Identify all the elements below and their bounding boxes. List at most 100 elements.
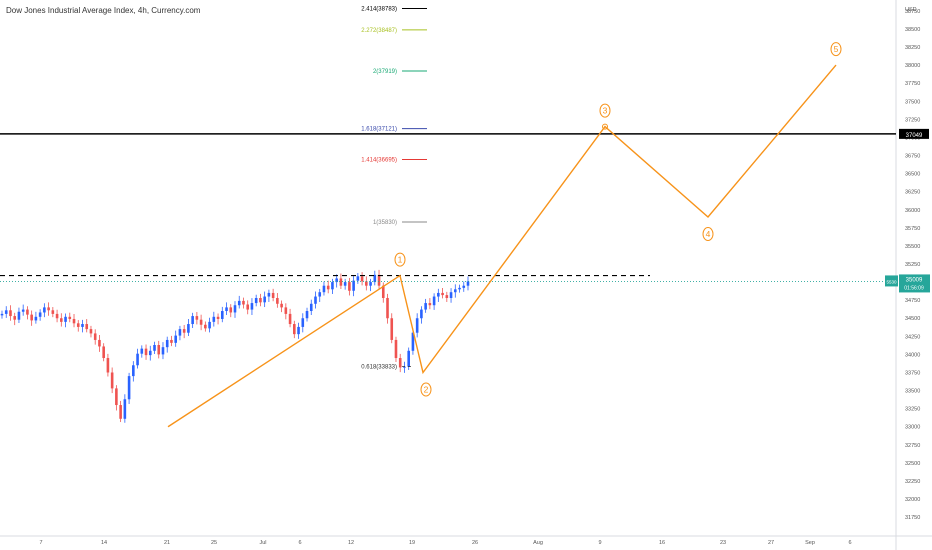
price-axis-tick: 35750 (905, 226, 920, 232)
candle-body (297, 326, 300, 335)
candle-body (170, 339, 173, 343)
elliott-wave-path (167, 64, 837, 428)
candle-body (437, 292, 440, 297)
wave-label: 4 (706, 229, 711, 239)
candle-body (420, 309, 423, 319)
price-axis-tick: 37500 (905, 99, 920, 105)
price-axis-tick: 37750 (905, 81, 920, 87)
candle-body (161, 347, 165, 355)
candle-body (13, 316, 17, 320)
candle-body (204, 324, 207, 329)
wave-3-marker (602, 123, 608, 130)
candle-body (182, 329, 186, 333)
candle-body (30, 314, 33, 321)
price-axis-tick: 35500 (905, 244, 920, 250)
candle-body (51, 310, 55, 314)
time-axis-tick: Jul (259, 540, 266, 546)
candle-body (403, 366, 406, 368)
candle-body (195, 316, 199, 320)
candle-body (136, 353, 139, 366)
candle-body (85, 324, 89, 330)
time-axis-tick: 21 (164, 540, 170, 546)
candle-body (288, 313, 292, 325)
candle-body (34, 316, 38, 321)
candle-body (377, 274, 381, 286)
candle-body (356, 276, 360, 281)
time-axis-tick: 27 (768, 540, 774, 546)
fib-level-label: 2.414(38783) (361, 6, 397, 12)
candle-body (398, 358, 402, 368)
candle-body (233, 305, 237, 313)
candle-body (390, 318, 394, 340)
price-axis-tick: 34000 (905, 352, 920, 358)
wave-label-circle (599, 103, 611, 118)
candle-body (254, 297, 258, 304)
fib-level-label: 2(37919) (373, 69, 397, 75)
candle-body (314, 296, 317, 304)
candle-body (123, 399, 127, 419)
last-price-mini-tag-text: 5530 (886, 279, 897, 284)
candle-body (271, 292, 275, 298)
price-axis-tick: 36000 (905, 208, 920, 214)
bar-countdown: 01:56:09 (904, 285, 924, 291)
candle-body (326, 285, 330, 290)
candle-body (462, 285, 466, 288)
candle-body (343, 282, 347, 286)
time-axis-tick: Sep (805, 540, 815, 546)
resistance-price-tag-text: 37049 (906, 133, 923, 139)
candle-body (242, 300, 245, 305)
fib-level-label: 2.272(38487) (361, 28, 397, 34)
candle-body (43, 307, 46, 313)
price-axis-tick: 38250 (905, 45, 920, 51)
candle-body (301, 318, 305, 327)
candle-body (17, 311, 21, 320)
candle-body (81, 324, 84, 327)
candle-body (191, 316, 194, 325)
candle-body (293, 324, 296, 335)
time-axis-tick: Aug (533, 540, 543, 546)
candle-body (72, 318, 76, 324)
time-axis-tick: 7 (39, 540, 42, 546)
candle-body (144, 348, 148, 356)
time-axis-tick: 19 (409, 540, 415, 546)
candle-body (212, 316, 216, 322)
candle-body (432, 296, 436, 306)
price-axis-unit: USD (905, 7, 917, 13)
wave-label-circle (420, 382, 432, 397)
candle-body (407, 350, 410, 367)
candle-body (237, 300, 241, 306)
wave-label-circle (830, 42, 842, 57)
time-axis-tick: 6 (298, 540, 301, 546)
price-axis-tick: 32500 (905, 461, 920, 467)
candle-body (259, 297, 262, 303)
candle-body (9, 310, 12, 317)
candle-body (76, 323, 80, 327)
price-axis-tick: 38750 (905, 9, 920, 15)
resistance-price-tag (899, 128, 929, 139)
candle-body (449, 292, 453, 298)
candle-body (466, 281, 470, 286)
candle-body (246, 304, 250, 310)
price-axis-tick: 34500 (905, 316, 920, 322)
price-axis-tick: 31750 (905, 515, 920, 521)
candle-body (55, 313, 59, 319)
price-axis-tick: 33500 (905, 389, 920, 395)
price-axis-tick: 36750 (905, 154, 920, 160)
time-axis-tick: 26 (472, 540, 478, 546)
candle-body (0, 313, 4, 316)
candle-body (411, 332, 415, 351)
candle-body (4, 310, 8, 314)
price-axis-tick: 36500 (905, 172, 920, 178)
price-axis-tick: 33250 (905, 407, 920, 413)
candle-body (267, 292, 271, 297)
candle-body (415, 318, 419, 333)
price-axis-tick: 35250 (905, 262, 920, 268)
candle-body (458, 287, 461, 290)
fib-level-label: 1.618(37121) (361, 127, 397, 133)
chart-title: Dow Jones Industrial Average Index, 4h, … (6, 6, 201, 15)
price-axis-tick: 32000 (905, 497, 920, 503)
last-price-mini-tag (885, 275, 898, 287)
candle-body (110, 372, 114, 389)
